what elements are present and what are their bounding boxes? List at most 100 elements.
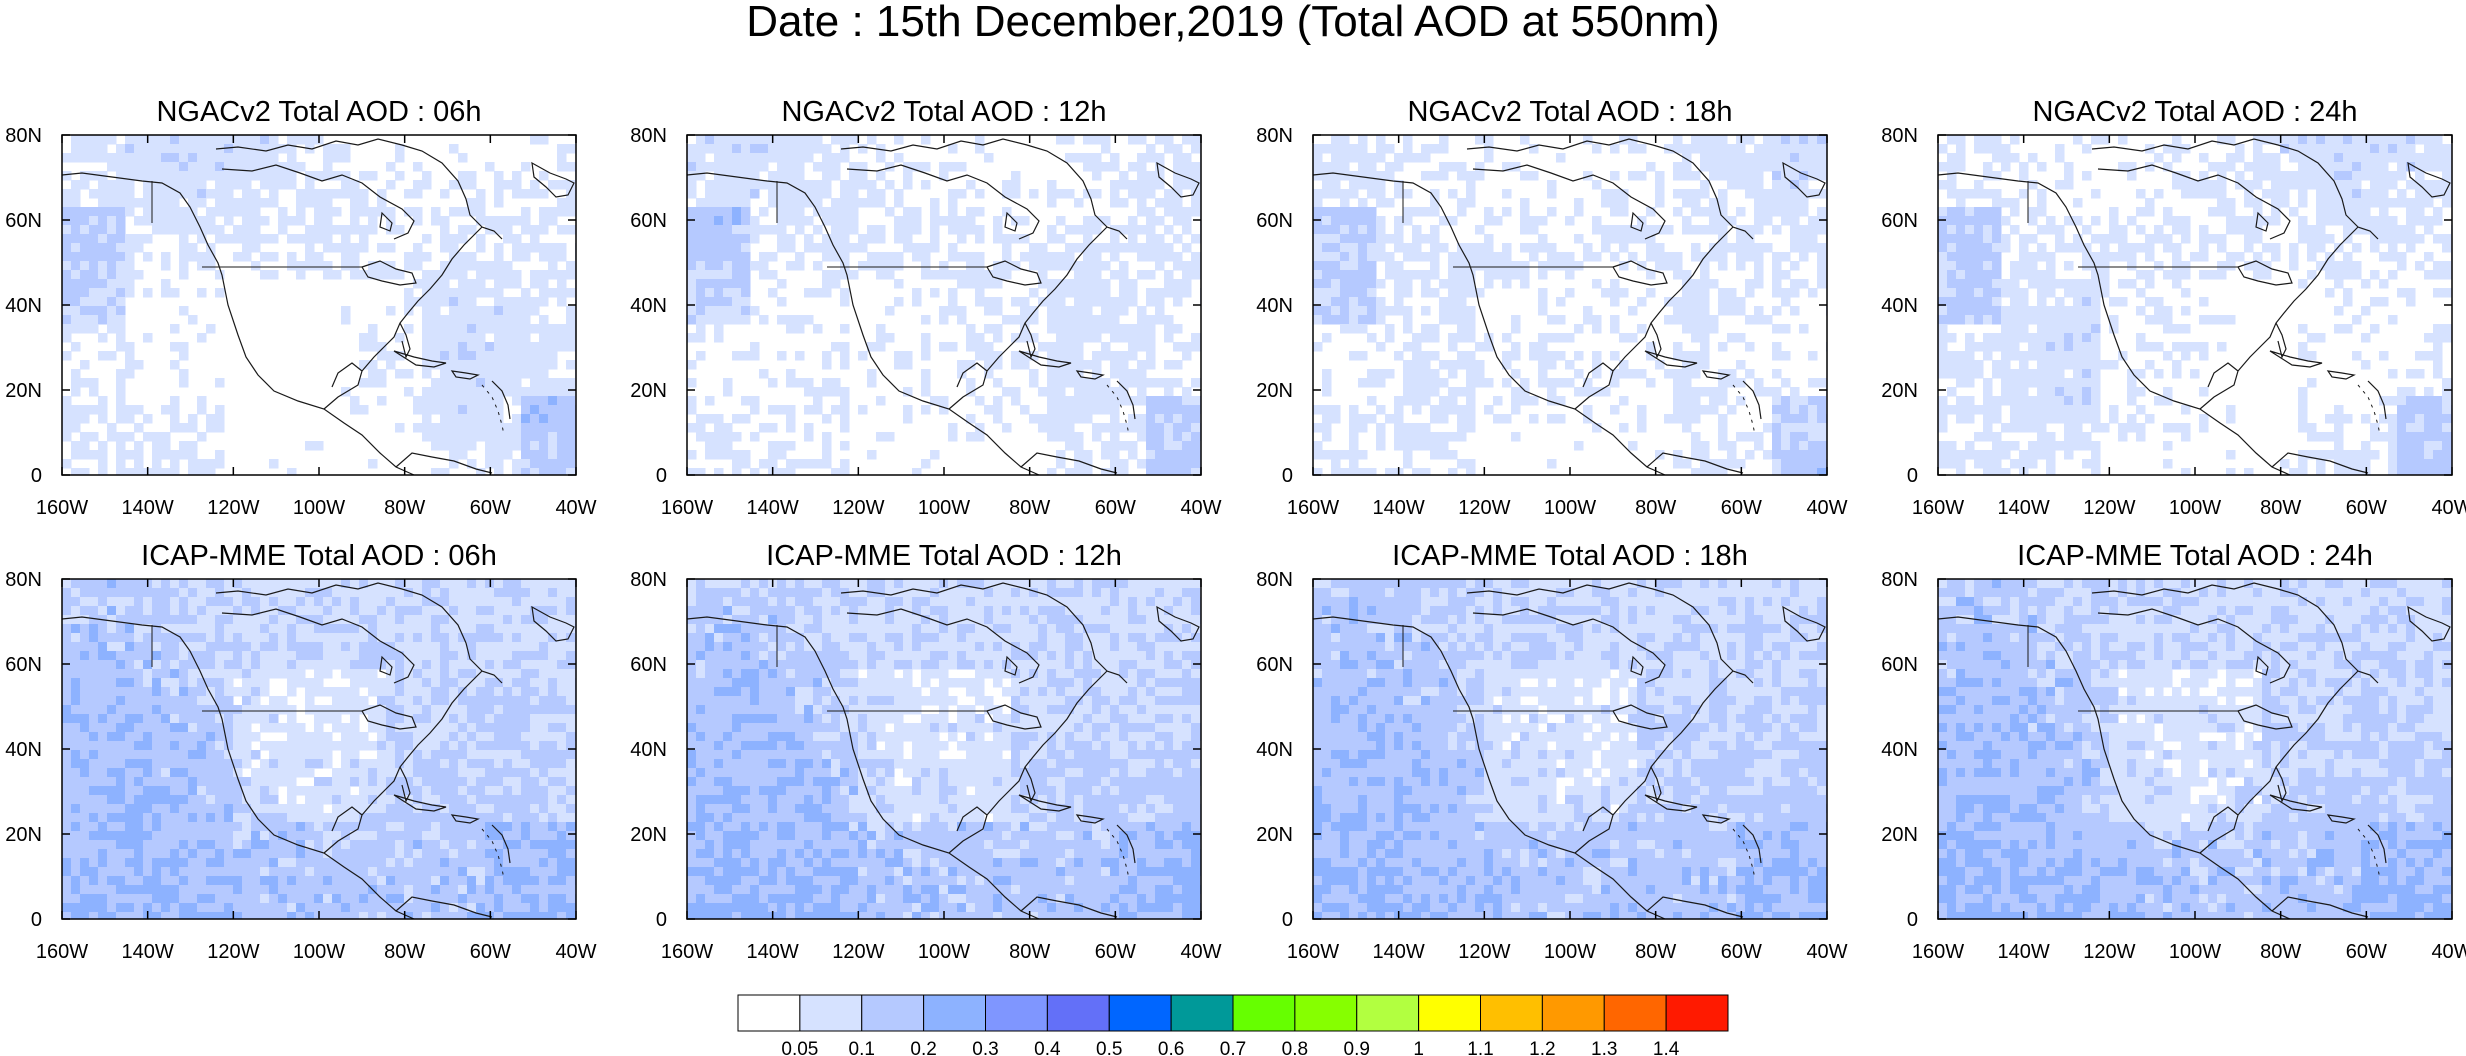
lon-tick-label: 80W bbox=[2260, 941, 2301, 963]
colorbar-swatch bbox=[1665, 994, 1729, 1032]
aod-field bbox=[687, 579, 1201, 919]
map-panel: NGACv2 Total AOD : 18h 160W 140W 120W 100W 80… bbox=[1256, 96, 1847, 519]
lon-tick-label: 160W bbox=[36, 497, 88, 519]
lon-tick-label: 100W bbox=[1544, 941, 1596, 963]
lon-tick-label: 140W bbox=[1998, 497, 2050, 519]
lon-tick-label: 120W bbox=[1458, 941, 1510, 963]
lat-tick-label: 80N bbox=[630, 125, 667, 147]
colorbar-label: 1.1 bbox=[1467, 1039, 1493, 1056]
lat-tick-label: 40N bbox=[630, 295, 667, 317]
lat-tick-label: 0 bbox=[1282, 465, 1293, 487]
lon-tick-label: 60W bbox=[1095, 497, 1136, 519]
lat-tick-label: 80N bbox=[5, 569, 42, 591]
lat-tick-label: 80N bbox=[5, 125, 42, 147]
lat-tick-label: 60N bbox=[5, 210, 42, 232]
aod-field bbox=[687, 135, 1201, 475]
lon-tick-label: 80W bbox=[384, 941, 425, 963]
map-panel: ICAP-MME Total AOD : 12h 160W 140W 120W 100W… bbox=[630, 540, 1221, 963]
lon-tick-label: 140W bbox=[122, 497, 174, 519]
lon-tick-label: 140W bbox=[122, 941, 174, 963]
lon-tick-label: 160W bbox=[36, 941, 88, 963]
lat-tick-label: 20N bbox=[630, 380, 667, 402]
lat-tick-label: 40N bbox=[1881, 295, 1918, 317]
colorbar-label: 0.7 bbox=[1220, 1039, 1246, 1056]
colorbar-label: 1.3 bbox=[1591, 1039, 1617, 1056]
lon-tick-label: 140W bbox=[1373, 941, 1425, 963]
lon-tick-label: 80W bbox=[1009, 497, 1050, 519]
aod-field bbox=[1938, 135, 2452, 475]
lat-tick-label: 20N bbox=[1881, 824, 1918, 846]
lon-tick-label: 100W bbox=[2169, 941, 2221, 963]
lat-tick-label: 40N bbox=[5, 739, 42, 761]
lat-tick-label: 20N bbox=[630, 824, 667, 846]
lon-tick-label: 120W bbox=[832, 941, 884, 963]
panel-title: ICAP-MME Total AOD : 06h bbox=[141, 540, 497, 572]
lon-tick-label: 160W bbox=[1287, 497, 1339, 519]
lon-tick-label: 80W bbox=[1009, 941, 1050, 963]
lon-tick-label: 60W bbox=[1721, 497, 1762, 519]
lon-tick-label: 100W bbox=[918, 497, 970, 519]
lon-tick-label: 40W bbox=[555, 497, 596, 519]
lon-tick-label: 40W bbox=[2431, 497, 2466, 519]
panel-title: ICAP-MME Total AOD : 18h bbox=[1392, 540, 1748, 572]
lat-tick-label: 20N bbox=[1881, 380, 1918, 402]
aod-field bbox=[1313, 579, 1827, 919]
colorbar-label: 1.2 bbox=[1529, 1039, 1555, 1056]
lon-tick-label: 100W bbox=[293, 941, 345, 963]
lat-tick-label: 40N bbox=[1256, 739, 1293, 761]
map-panel: NGACv2 Total AOD : 24h 160W 140W 120W 100W 80… bbox=[1881, 96, 2466, 519]
lat-tick-label: 0 bbox=[1282, 909, 1293, 931]
lat-tick-label: 0 bbox=[1907, 465, 1918, 487]
lat-tick-label: 80N bbox=[1881, 125, 1918, 147]
colorbar-swatch bbox=[1356, 994, 1420, 1032]
aod-field bbox=[62, 579, 576, 919]
panel-title: ICAP-MME Total AOD : 12h bbox=[766, 540, 1122, 572]
colorbar-swatch bbox=[1108, 994, 1172, 1032]
lon-tick-label: 60W bbox=[470, 941, 511, 963]
map-panel: NGACv2 Total AOD : 06h 160W 140W 120W 100W 80… bbox=[5, 96, 596, 519]
lon-tick-label: 60W bbox=[1095, 941, 1136, 963]
lon-tick-label: 100W bbox=[293, 497, 345, 519]
aod-field bbox=[62, 135, 576, 475]
lon-tick-label: 120W bbox=[207, 941, 259, 963]
lat-tick-label: 60N bbox=[1256, 210, 1293, 232]
lon-tick-label: 60W bbox=[470, 497, 511, 519]
aod-field bbox=[1938, 579, 2452, 919]
lon-tick-label: 60W bbox=[2346, 497, 2387, 519]
lat-tick-label: 60N bbox=[1881, 210, 1918, 232]
map-panel: NGACv2 Total AOD : 12h 160W 140W 120W 100W 80… bbox=[630, 96, 1221, 519]
lon-tick-label: 140W bbox=[747, 941, 799, 963]
lon-tick-label: 120W bbox=[2083, 941, 2135, 963]
panel-title: ICAP-MME Total AOD : 24h bbox=[2017, 540, 2373, 572]
lat-tick-label: 80N bbox=[1256, 569, 1293, 591]
lon-tick-label: 120W bbox=[207, 497, 259, 519]
lon-tick-label: 120W bbox=[832, 497, 884, 519]
map-panel: ICAP-MME Total AOD : 06h 160W 140W 120W 100W… bbox=[5, 540, 596, 963]
lon-tick-label: 100W bbox=[1544, 497, 1596, 519]
lon-tick-label: 140W bbox=[1373, 497, 1425, 519]
lon-tick-label: 160W bbox=[1912, 497, 1964, 519]
lat-tick-label: 80N bbox=[630, 569, 667, 591]
lat-tick-label: 80N bbox=[1256, 125, 1293, 147]
lat-tick-label: 0 bbox=[31, 909, 42, 931]
lon-tick-label: 140W bbox=[1998, 941, 2050, 963]
colorbar-label: 0.5 bbox=[1096, 1039, 1122, 1056]
colorbar: 0.05 0.1 0.2 0.3 0.4 0.5 0.6 0.7 0.8 0.9 1 1.1 1.2 1.… bbox=[737, 994, 1729, 1056]
colorbar-swatch bbox=[737, 994, 801, 1032]
lat-tick-label: 40N bbox=[1256, 295, 1293, 317]
lat-tick-label: 0 bbox=[1907, 909, 1918, 931]
lon-tick-label: 100W bbox=[2169, 497, 2221, 519]
lon-tick-label: 60W bbox=[1721, 941, 1762, 963]
colorbar-label: 0.8 bbox=[1282, 1039, 1308, 1056]
colorbar-label: 0.4 bbox=[1034, 1039, 1061, 1056]
map-panel: ICAP-MME Total AOD : 24h 160W 140W 120W 100W… bbox=[1881, 540, 2466, 963]
lon-tick-label: 160W bbox=[1912, 941, 1964, 963]
panel-title: NGACv2 Total AOD : 18h bbox=[1407, 96, 1732, 128]
figure-title: Date : 15th December,2019 (Total AOD at … bbox=[746, 0, 1720, 46]
lat-tick-label: 20N bbox=[5, 824, 42, 846]
lat-tick-label: 60N bbox=[1256, 654, 1293, 676]
lon-tick-label: 60W bbox=[2346, 941, 2387, 963]
colorbar-swatch bbox=[1232, 994, 1296, 1032]
lon-tick-label: 120W bbox=[1458, 497, 1510, 519]
panel-title: NGACv2 Total AOD : 12h bbox=[781, 96, 1106, 128]
